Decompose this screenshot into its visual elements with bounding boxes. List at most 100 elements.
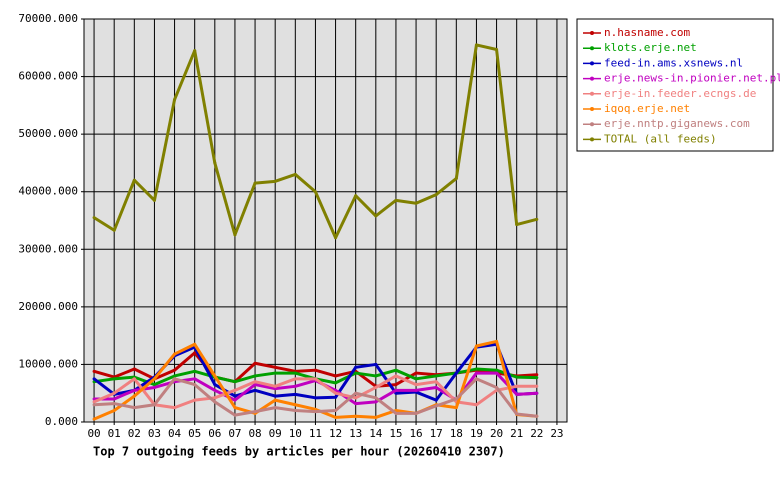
point [495,385,499,389]
point [92,403,96,407]
legend-label: erje.news-in.pionier.net.pl [604,72,780,85]
point [414,388,418,392]
point [213,396,217,400]
point [273,387,277,391]
point [132,178,136,182]
point [434,193,438,197]
point [474,344,478,348]
point [535,384,539,388]
point [414,371,418,375]
legend-marker [590,76,594,81]
legend-label: klots.erje.net [604,41,697,54]
point [394,388,398,392]
point [92,417,96,421]
point [495,339,499,343]
point [434,380,438,384]
point [334,415,338,419]
point [92,377,96,381]
point [313,407,317,411]
point [515,412,519,416]
point [253,181,257,185]
legend-label: feed-in.ams.xsnews.nl [604,56,743,69]
x-tick-label: 06 [208,427,221,440]
point [273,365,277,369]
point [394,411,398,415]
point [233,380,237,384]
chart-title: Top 7 outgoing feeds by articles per hou… [93,445,505,459]
legend-marker [590,137,594,142]
point [354,194,358,198]
x-tick-label: 12 [329,427,342,440]
point [193,383,197,387]
point [152,198,156,202]
point [454,176,458,180]
x-tick-label: 09 [269,427,282,440]
point [293,377,297,381]
point [354,414,358,418]
point [354,402,358,406]
point [152,377,156,381]
y-tick-label: 0.000 [45,415,78,428]
point [233,394,237,398]
point [193,377,197,381]
point [334,408,338,412]
point [293,408,297,412]
point [152,383,156,387]
point [535,414,539,418]
x-tick-label: 15 [389,427,402,440]
point [273,384,277,388]
x-tick-label: 14 [369,427,383,440]
point [334,236,338,240]
point [92,397,96,401]
point [293,371,297,375]
point [132,394,136,398]
point [394,374,398,378]
point [354,391,358,395]
y-tick-label: 60000.000 [18,70,78,83]
point [414,377,418,381]
point [193,369,197,373]
x-tick-label: 08 [248,427,261,440]
legend-marker [590,122,594,127]
point [193,342,197,346]
point [213,161,217,165]
point [535,391,539,395]
point [434,404,438,408]
y-tick-label: 50000.000 [18,127,78,140]
x-tick-label: 16 [409,427,422,440]
legend-label: erje.nntp.giganews.com [604,117,750,130]
point [273,406,277,410]
point [313,368,317,372]
x-tick-label: 01 [108,427,121,440]
legend-label: erje-in.feeder.ecngs.de [604,87,756,100]
point [434,398,438,402]
point [233,388,237,392]
point [173,377,177,381]
point [354,365,358,369]
x-tick-label: 07 [228,427,241,440]
point [313,410,317,414]
point [273,398,277,402]
point [454,397,458,401]
point [193,351,197,355]
point [253,410,257,414]
point [173,374,177,378]
point [313,377,317,381]
y-tick-label: 30000.000 [18,242,78,255]
point [233,406,237,410]
point [132,406,136,410]
point [273,179,277,183]
point [92,369,96,373]
point [213,374,217,378]
point [495,368,499,372]
point [92,216,96,220]
x-tick-label: 21 [510,427,523,440]
legend-marker [590,91,594,96]
point [454,371,458,375]
point [173,98,177,102]
point [173,368,177,372]
point [374,374,378,378]
point [112,408,116,412]
point [193,49,197,53]
legend-marker [590,31,594,35]
